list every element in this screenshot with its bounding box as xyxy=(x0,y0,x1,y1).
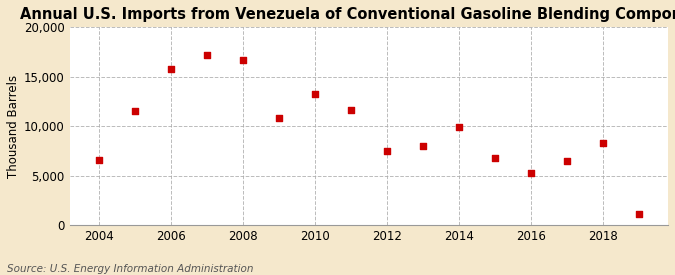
Y-axis label: Thousand Barrels: Thousand Barrels xyxy=(7,75,20,178)
Point xyxy=(129,109,140,114)
Point xyxy=(418,144,429,148)
Text: Source: U.S. Energy Information Administration: Source: U.S. Energy Information Administ… xyxy=(7,264,253,274)
Title: Annual U.S. Imports from Venezuela of Conventional Gasoline Blending Components: Annual U.S. Imports from Venezuela of Co… xyxy=(20,7,675,22)
Point xyxy=(346,107,356,112)
Point xyxy=(634,211,645,216)
Point xyxy=(309,92,320,96)
Point xyxy=(562,159,572,163)
Point xyxy=(273,116,284,121)
Point xyxy=(454,125,464,130)
Point xyxy=(201,53,212,57)
Point xyxy=(598,141,609,145)
Point xyxy=(489,156,500,160)
Point xyxy=(238,58,248,62)
Point xyxy=(165,67,176,71)
Point xyxy=(381,149,392,153)
Point xyxy=(526,171,537,175)
Point xyxy=(93,158,104,162)
